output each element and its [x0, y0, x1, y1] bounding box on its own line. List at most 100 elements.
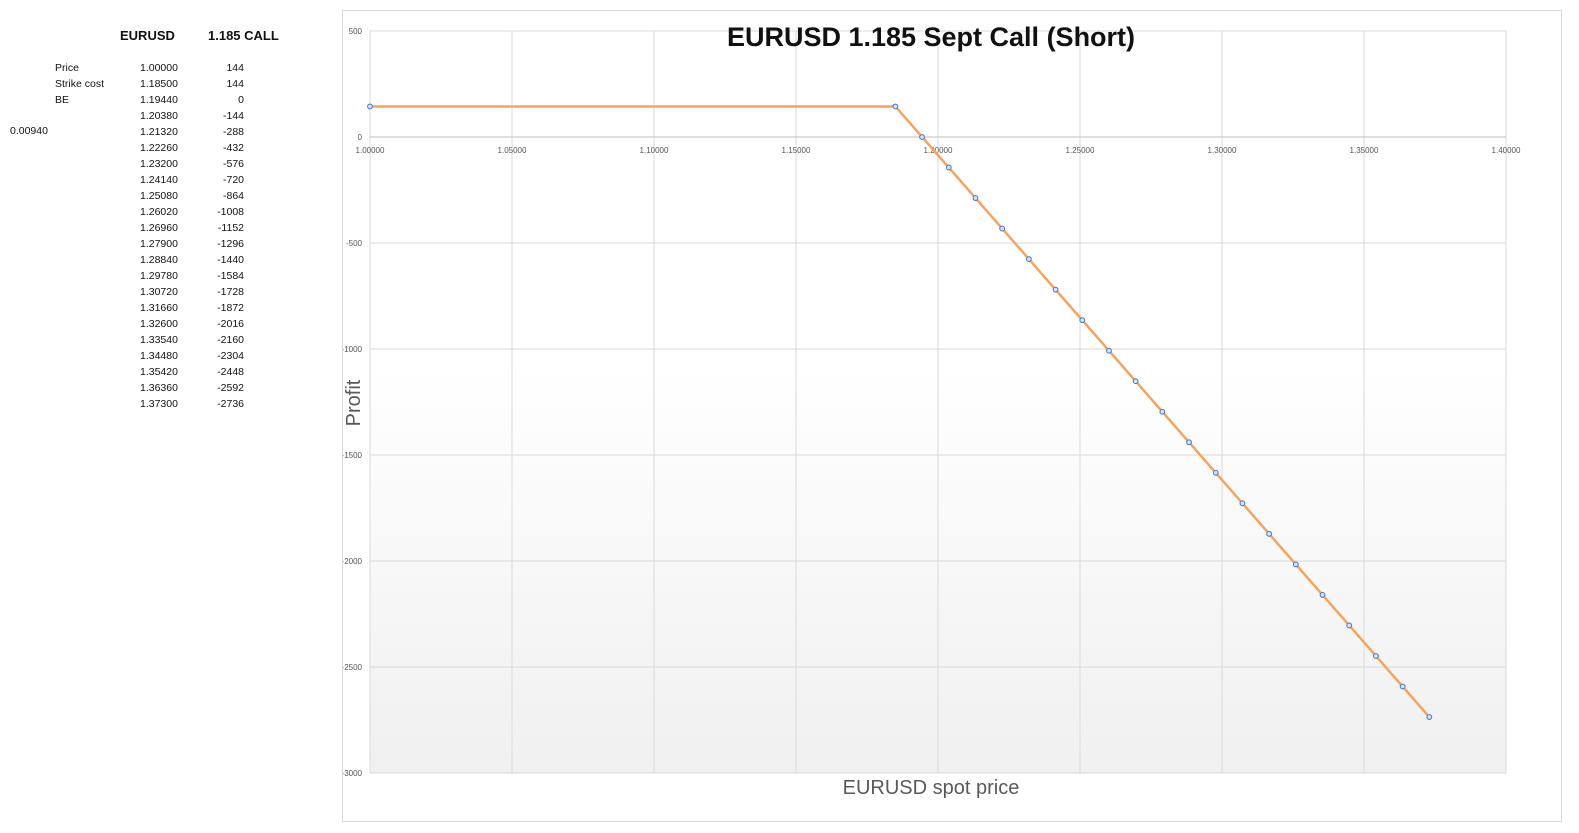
- row-label: BE: [55, 94, 70, 106]
- x-tick-label: 1.00000: [356, 146, 385, 155]
- spreadsheet-table: EURUSD 1.185 CALL 0.00940 Price 1.00000 14…: [0, 0, 330, 833]
- profit-cell: -2592: [217, 382, 244, 394]
- table-row: 1.23200 -576: [0, 158, 300, 174]
- table-row: 1.32600 -2016: [0, 318, 300, 334]
- price-cell: 1.21320: [140, 126, 178, 138]
- profit-cell: -1872: [217, 302, 244, 314]
- profit-cell: -432: [222, 142, 244, 154]
- price-cell: 1.22260: [140, 142, 178, 154]
- table-row: 1.21320 -288: [0, 126, 300, 142]
- profit-cell: -720: [222, 174, 244, 186]
- price-cell: 1.18500: [140, 78, 178, 90]
- data-point: [1346, 622, 1353, 629]
- profit-cell: -1584: [217, 270, 244, 282]
- series-line: [370, 105, 1431, 718]
- x-tick-label: 1.30000: [1208, 146, 1237, 155]
- data-point: [999, 225, 1006, 232]
- x-axis-title: EURUSD spot price: [843, 777, 1020, 799]
- table-row: 1.22260 -432: [0, 142, 300, 158]
- data-point: [945, 164, 952, 171]
- table-row: Price 1.00000 144: [0, 62, 300, 78]
- column-header-call: 1.185 CALL: [208, 28, 279, 43]
- data-point: [1266, 530, 1273, 537]
- profit-cell: -2160: [217, 334, 244, 346]
- data-point: [892, 103, 899, 110]
- profit-cell: -144: [222, 110, 244, 122]
- price-cell: 1.31660: [140, 302, 178, 314]
- x-tick-label: 1.10000: [640, 146, 669, 155]
- y-tick-label: -1000: [343, 345, 363, 354]
- y-tick-label: -1500: [343, 451, 363, 460]
- axes: 1.00000 1.05000 1.10000 1.15000 1.20000 1.250…: [343, 27, 1521, 778]
- table-row: 1.26960 -1152: [0, 222, 300, 238]
- table-row: 1.34480 -2304: [0, 350, 300, 366]
- data-point: [1373, 653, 1379, 659]
- table-rows: Price 1.00000 144 Strike cost 1.18500 144 BE 1.…: [0, 62, 300, 414]
- profit-cell: -864: [222, 190, 244, 202]
- y-tick-label: -3000: [343, 769, 363, 778]
- y-tick-label: -500: [346, 239, 363, 248]
- profit-cell: 144: [226, 78, 244, 90]
- table-row: 1.31660 -1872: [0, 302, 300, 318]
- data-point: [1186, 439, 1192, 446]
- profit-cell: -1008: [217, 206, 244, 218]
- profit-cell: -288: [222, 126, 244, 138]
- data-point: [1079, 317, 1086, 324]
- table-row: 1.33540 -2160: [0, 334, 300, 350]
- price-cell: 1.34480: [140, 350, 178, 362]
- x-tick-label: 1.20000: [924, 146, 953, 155]
- price-cell: 1.00000: [140, 62, 178, 74]
- table-row: 1.26020 -1008: [0, 206, 300, 222]
- data-point: [1319, 592, 1326, 598]
- data-point: [1159, 408, 1166, 415]
- data-point: [1292, 561, 1299, 568]
- price-cell: 1.26960: [140, 222, 178, 234]
- price-cell: 1.32600: [140, 318, 178, 330]
- chart-container: 1.00000 1.05000 1.10000 1.15000 1.20000 1.250…: [342, 10, 1562, 822]
- x-tick-label: 1.25000: [1066, 146, 1095, 155]
- profit-cell: 0: [238, 94, 244, 106]
- price-cell: 1.35420: [140, 366, 178, 378]
- price-cell: 1.33540: [140, 334, 178, 346]
- data-point: [1212, 469, 1219, 476]
- data-point: [1052, 286, 1059, 293]
- price-cell: 1.23200: [140, 158, 178, 170]
- data-point: [367, 103, 373, 110]
- table-row: 1.28840 -1440: [0, 254, 300, 270]
- y-tick-label: -2500: [343, 663, 363, 672]
- table-row: 1.29780 -1584: [0, 270, 300, 286]
- price-cell: 1.36360: [140, 382, 178, 394]
- row-label: Price: [55, 62, 79, 74]
- profit-cell: -2016: [217, 318, 244, 330]
- profit-cell: -2304: [217, 350, 244, 362]
- price-cell: 1.19440: [140, 94, 178, 106]
- price-cell: 1.27900: [140, 238, 178, 250]
- profit-cell: -1296: [217, 238, 244, 250]
- y-tick-label: -2000: [343, 557, 363, 566]
- table-row: 1.27900 -1296: [0, 238, 300, 254]
- data-point: [1239, 500, 1246, 507]
- price-cell: 1.29780: [140, 270, 178, 282]
- x-tick-label: 1.15000: [782, 146, 811, 155]
- table-row: Strike cost 1.18500 144: [0, 78, 300, 94]
- price-cell: 1.26020: [140, 206, 178, 218]
- price-cell: 1.28840: [140, 254, 178, 266]
- data-point: [1426, 714, 1433, 720]
- gridlines: [369, 30, 1507, 774]
- profit-cell: -2448: [217, 366, 244, 378]
- price-cell: 1.37300: [140, 398, 178, 410]
- profit-cell: -1440: [217, 254, 244, 266]
- profit-chart: 1.00000 1.05000 1.10000 1.15000 1.20000 1.250…: [343, 22, 1521, 799]
- table-row: 1.35420 -2448: [0, 366, 300, 382]
- column-header-pair: EURUSD: [120, 28, 175, 43]
- series-plot: [367, 103, 1433, 720]
- profit-cell: 144: [226, 62, 244, 74]
- y-tick-label: 500: [349, 27, 363, 36]
- price-cell: 1.24140: [140, 174, 178, 186]
- chart-title: EURUSD 1.185 Sept Call (Short): [727, 22, 1135, 52]
- data-point: [1399, 683, 1406, 690]
- x-tick-label: 1.35000: [1350, 146, 1379, 155]
- profit-cell: -1152: [217, 222, 244, 234]
- price-cell: 1.25080: [140, 190, 178, 202]
